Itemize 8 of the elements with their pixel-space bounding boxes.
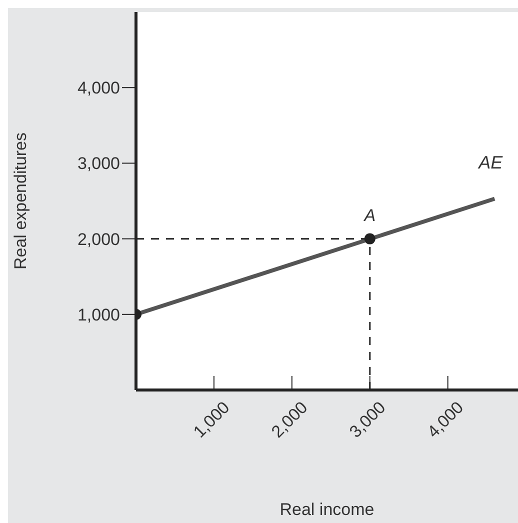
x-axis-title: Real income bbox=[280, 500, 374, 519]
annotation: A bbox=[363, 206, 376, 225]
series-label: AE bbox=[478, 152, 504, 173]
y-axis-title: Real expenditures bbox=[11, 132, 30, 270]
y-tick-label: 4,000 bbox=[77, 78, 120, 98]
y-tick-label: 3,000 bbox=[77, 154, 120, 174]
y-tick-label: 1,000 bbox=[77, 305, 120, 324]
y-tick-label: 2,000 bbox=[77, 230, 120, 249]
